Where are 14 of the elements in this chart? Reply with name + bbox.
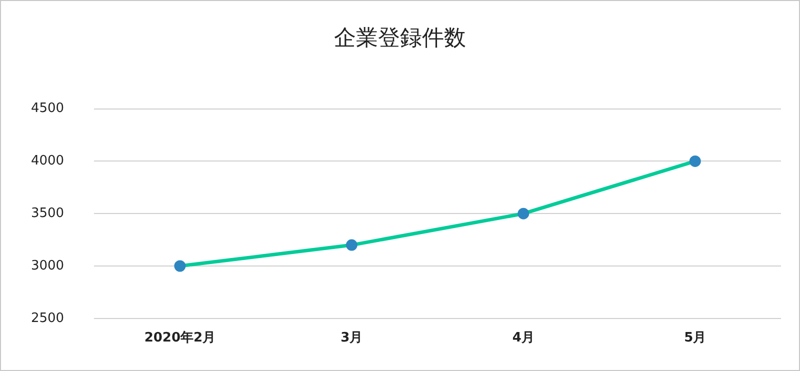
x-tick-label: 2020年2月 <box>144 330 216 346</box>
chart-title: 企業登録件数 <box>333 25 467 53</box>
y-tick-label: 4000 <box>30 154 64 169</box>
y-tick-label: 2500 <box>30 310 64 326</box>
x-tick-label: 5月 <box>684 330 706 346</box>
point <box>518 208 530 220</box>
y-tick-label: 3000 <box>30 258 64 274</box>
x-tick-label: 3月 <box>340 330 363 346</box>
point <box>689 155 701 167</box>
point <box>174 260 186 272</box>
y-tick-label: 3500 <box>30 206 64 221</box>
y-tick-label: 4500 <box>30 101 64 116</box>
point <box>346 239 358 251</box>
x-tick-label: 4月 <box>512 330 534 346</box>
